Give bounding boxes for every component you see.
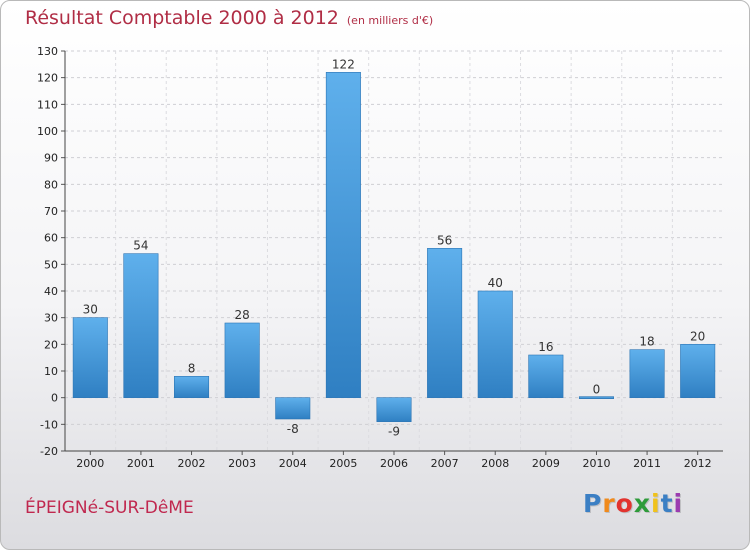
bar-2004[interactable] [275,397,311,420]
y-tick-label: 0 [51,392,58,405]
bar-2000[interactable] [72,317,108,398]
bar-2010[interactable] [578,396,614,399]
data-label-2009: 16 [538,340,553,354]
data-label-2010: 0 [593,383,601,397]
x-tick-label-2004: 2004 [279,457,307,470]
y-tick-label: 130 [37,45,58,58]
logo-letter: t [660,489,674,518]
chart-subtitle: (en milliers d'€) [346,14,434,27]
plot-area [65,51,723,451]
y-tick-label: 90 [44,152,58,165]
bar-2008[interactable] [477,290,513,398]
data-label-2005: 122 [332,57,355,71]
logo-letter: P [583,489,603,518]
bar-2006[interactable] [376,397,412,422]
commune-name: ÉPEIGNé-SUR-DêME [25,498,194,518]
y-tick-label: 70 [44,205,58,218]
grid [65,50,723,452]
y-tick-label: 110 [37,98,58,111]
data-label-2001: 54 [133,239,148,253]
data-label-2003: 28 [235,308,250,322]
bar-2009[interactable] [528,354,564,398]
x-tick-label-2001: 2001 [127,457,155,470]
x-tick-label-2003: 2003 [228,457,256,470]
x-tick-label-2000: 2000 [76,457,104,470]
data-label-2007: 56 [437,233,452,247]
y-tick-label: 60 [44,232,58,245]
y-tick-label: 30 [44,312,58,325]
logo-letter: r [602,489,616,518]
logo-letter: x [633,489,651,518]
bar-2002[interactable] [174,376,210,398]
x-tick-label-2008: 2008 [481,457,509,470]
logo-letter: o [615,489,634,518]
proxiti-logo[interactable]: Proxiti [583,489,683,518]
bar-2011[interactable] [629,349,665,398]
chart-title-text: Résultat Comptable 2000 à 2012 [25,7,339,29]
y-tick-label: 50 [44,258,58,271]
data-label-2004: -8 [287,422,299,436]
logo-letter: i [673,489,684,518]
y-tick-label: 40 [44,285,58,298]
chart-title: Résultat Comptable 2000 à 2012 (en millie… [25,7,433,29]
bars [72,72,716,422]
x-tick-label-2006: 2006 [380,457,408,470]
y-tick-label: 120 [37,72,58,85]
y-tick-label: 10 [44,365,58,378]
data-label-2011: 18 [639,335,654,349]
logo-letter: i [651,489,661,518]
axes: -20-100102030405060708090100110120130200… [37,45,723,470]
bar-2003[interactable] [224,322,260,398]
y-tick-label: 80 [44,178,58,191]
x-tick-label-2011: 2011 [633,457,661,470]
bar-2001[interactable] [123,253,159,398]
x-tick-label-2012: 2012 [684,457,712,470]
data-label-2000: 30 [83,303,98,317]
labels: 30 54 8 28 -8 122 -9 56 40 16 0 18 20 [83,57,706,438]
x-tick-label-2005: 2005 [329,457,357,470]
data-label-2012: 20 [690,329,705,343]
y-tick-label: -20 [40,445,58,458]
bar-2012[interactable] [680,344,716,398]
y-tick-label: -10 [40,418,58,431]
data-label-2006: -9 [388,425,400,439]
x-tick-label-2007: 2007 [431,457,459,470]
data-label-2008: 40 [488,276,503,290]
data-label-2002: 8 [188,361,196,375]
x-tick-label-2009: 2009 [532,457,560,470]
y-tick-label: 100 [37,125,58,138]
x-tick-label-2010: 2010 [582,457,610,470]
y-tick-label: 20 [44,338,58,351]
x-tick-label-2002: 2002 [178,457,206,470]
bar-2007[interactable] [427,248,463,398]
bar-2005[interactable] [325,72,361,398]
